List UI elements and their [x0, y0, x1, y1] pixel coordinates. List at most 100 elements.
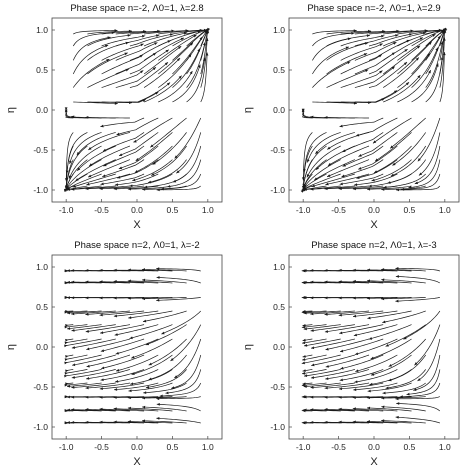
stream-arrow — [103, 163, 107, 167]
streamline — [327, 145, 370, 166]
streamline — [129, 33, 174, 47]
stream-arrow — [166, 82, 171, 86]
y-axis-label: η — [5, 107, 17, 113]
stream-arrow — [388, 378, 392, 382]
streamline — [369, 81, 410, 103]
stream-arrow — [302, 369, 306, 373]
streamline — [354, 66, 396, 88]
y-tick-label: 0.5 — [36, 302, 48, 312]
streamline — [113, 421, 159, 424]
stream-arrow — [324, 395, 328, 399]
streamline — [156, 396, 201, 400]
streamline — [310, 324, 355, 332]
streamline — [156, 268, 201, 272]
streamline — [86, 369, 131, 380]
stream-arrow — [89, 163, 93, 167]
streamline — [381, 269, 426, 272]
stream-arrow — [86, 364, 90, 368]
stream-arrow — [404, 49, 408, 52]
stream-arrow — [366, 268, 370, 272]
stream-arrow — [64, 325, 68, 329]
streamline — [72, 36, 111, 61]
stream-arrow — [170, 358, 174, 361]
y-tick-label: -1.0 — [270, 422, 285, 432]
streamline — [129, 82, 171, 103]
stream-arrow — [64, 374, 68, 378]
stream-arrow — [167, 184, 171, 188]
streamline — [397, 69, 432, 103]
streamline — [71, 324, 116, 332]
stream-arrow — [304, 184, 307, 188]
stream-arrow — [160, 187, 164, 191]
stream-arrow — [71, 312, 75, 316]
streamline — [356, 159, 398, 179]
streamline — [72, 32, 115, 47]
streamline — [401, 173, 441, 190]
stream-arrow — [352, 407, 356, 411]
stream-arrow — [99, 387, 103, 390]
streamline — [171, 354, 202, 389]
streamline — [85, 324, 130, 333]
streamline — [114, 382, 159, 391]
stream-arrow — [354, 380, 358, 384]
y-tick-label: 1.0 — [273, 25, 285, 35]
streamline — [315, 132, 355, 155]
streamline — [382, 310, 426, 323]
y-tick-label: 0.5 — [36, 65, 48, 75]
streamline — [103, 145, 145, 167]
stream-arrow — [315, 166, 319, 170]
y-tick-label: -1.0 — [33, 422, 48, 432]
stream-arrow — [64, 107, 68, 111]
streamline — [303, 132, 327, 173]
streamline — [100, 369, 145, 381]
streamline — [129, 49, 170, 75]
streamline — [366, 297, 412, 299]
stream-arrow — [302, 338, 306, 342]
stream-arrow — [381, 419, 385, 423]
x-axis-label: X — [133, 219, 141, 231]
streamline — [341, 159, 384, 178]
stream-arrow — [300, 189, 304, 193]
stream-arrow — [302, 371, 306, 375]
streamline — [143, 45, 182, 75]
stream-arrow — [370, 356, 374, 360]
streamline — [158, 42, 194, 75]
streamline — [127, 396, 173, 399]
stream-arrow — [172, 179, 177, 183]
streamline — [87, 68, 130, 88]
streamline — [72, 44, 109, 75]
stream-arrow — [85, 187, 89, 191]
stream-arrow — [432, 34, 436, 37]
stream-arrow — [302, 382, 306, 386]
streamline — [71, 310, 116, 315]
streamline — [370, 354, 412, 376]
streamline — [115, 369, 159, 383]
stream-arrow — [99, 313, 103, 317]
streamline — [352, 396, 398, 398]
x-tick-label: -1.0 — [59, 205, 74, 215]
stream-arrow — [358, 154, 362, 157]
stream-arrow — [100, 182, 104, 186]
stream-arrow — [113, 187, 117, 191]
stream-arrow — [129, 336, 133, 340]
plot-frame — [288, 17, 460, 203]
streamline — [355, 117, 398, 137]
streamline — [87, 52, 128, 75]
streamline — [399, 382, 441, 398]
y-tick-label: 0.0 — [273, 105, 285, 115]
streamline — [354, 173, 398, 186]
streamline — [160, 173, 202, 190]
streamline — [71, 281, 116, 284]
streamline — [99, 382, 145, 390]
stream-arrow — [99, 268, 103, 272]
stream-arrow — [113, 396, 117, 399]
stream-arrow — [189, 42, 194, 46]
streamline — [413, 354, 441, 391]
stream-arrow — [140, 43, 144, 47]
streamline — [71, 409, 116, 412]
stream-arrow — [303, 169, 306, 173]
streamline — [172, 48, 201, 88]
stream-arrow — [310, 376, 315, 379]
streamline — [113, 396, 159, 398]
stream-arrow — [151, 172, 155, 176]
